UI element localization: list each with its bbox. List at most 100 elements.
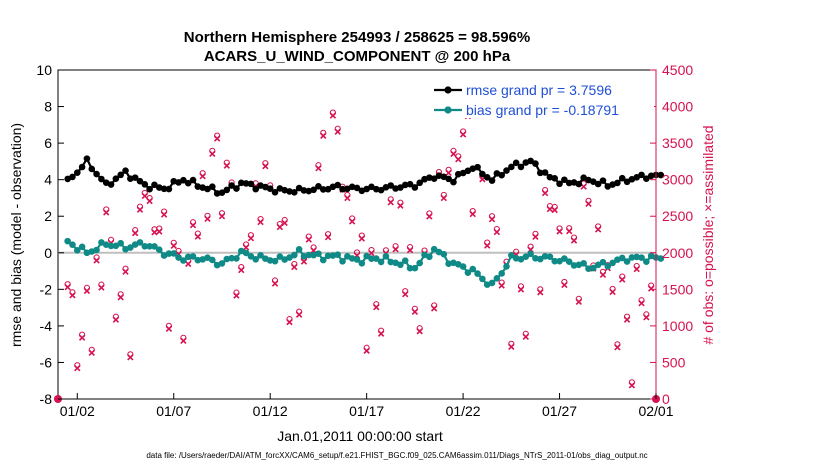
obs-assimilated-marker (180, 337, 187, 344)
obs-assimilated-marker (305, 236, 312, 243)
bias-point (146, 243, 153, 250)
obs-assimilated-marker (69, 292, 76, 299)
obs-assimilated-marker (358, 235, 365, 242)
bias-point (127, 244, 134, 251)
obs-assimilated-marker (556, 228, 563, 235)
obs-assimilated-marker (532, 233, 539, 241)
y-tick-label: -8 (40, 391, 53, 407)
obs-assimilated-marker (204, 215, 211, 223)
obs-assimilated-marker (392, 246, 399, 253)
obs-assimilated-marker (493, 228, 501, 236)
bias-point (590, 264, 597, 272)
y-tick-label: 6 (44, 135, 52, 151)
bias-point (517, 255, 525, 263)
obs-assimilated-marker (517, 286, 525, 293)
rmse-point (131, 174, 139, 181)
y-axis-label: rmse and bias (model - observation) (8, 123, 24, 347)
bias-point (324, 252, 332, 260)
bias-point (78, 243, 86, 251)
bias-point (430, 245, 438, 253)
y-tick-label: 10 (36, 62, 52, 78)
rmse-point (83, 155, 91, 162)
bias-point (498, 270, 505, 277)
obs-assimilated-marker (440, 194, 447, 202)
rmse-point (406, 180, 414, 188)
bias-point (368, 255, 375, 262)
rmse-point (498, 171, 505, 179)
bias-point (247, 253, 255, 260)
bias-point (233, 255, 240, 262)
x-tick-label: 01/02 (60, 403, 95, 419)
plot-area (57, 69, 657, 400)
rmse-point (117, 171, 124, 179)
obs-assimilated-marker (416, 328, 423, 335)
rmse-point (430, 175, 438, 182)
y-tick-label: -4 (40, 318, 53, 334)
rmse-point (551, 175, 559, 182)
bias-point (358, 259, 366, 267)
y2-tick-label: 2500 (662, 208, 693, 224)
obs-assimilated-marker (83, 287, 91, 295)
bias-point (416, 259, 423, 267)
obs-assimilated-marker (223, 162, 230, 169)
rmse-point (353, 184, 361, 192)
rmse-point (575, 180, 583, 188)
rmse-point (565, 179, 573, 187)
bias-point (474, 270, 481, 277)
rmse-series (64, 155, 665, 197)
bias-point (561, 255, 568, 262)
x-axis-ticks: 01/02 01/07 01/12 01/17 01/22 01/27 02/01 (60, 393, 674, 419)
obs-assimilated-marker (74, 365, 81, 372)
bias-point (556, 257, 563, 265)
rmse-point (561, 176, 568, 184)
y-tick-label: -6 (40, 354, 53, 370)
rmse-point (242, 180, 250, 187)
bias-point (291, 251, 298, 259)
obs-assimilated-marker (242, 244, 250, 251)
obs-assimilated-marker (614, 344, 621, 351)
y2-tick-label: 1000 (662, 318, 693, 334)
obs-assimilated-marker (609, 288, 616, 296)
obs-assimilated-marker (64, 284, 71, 291)
x-tick-label: 01/27 (542, 403, 577, 419)
bias-point (339, 258, 346, 265)
obs-assimilated-marker (426, 213, 433, 220)
obs-assimilated-marker (165, 325, 173, 332)
bias-point (218, 260, 226, 267)
legend-bias-marker (444, 106, 452, 114)
obs-assimilated-marker (247, 235, 255, 242)
obs-assimilated-marker (623, 316, 631, 323)
bias-point (295, 246, 303, 253)
obs-assimilated-marker (209, 150, 216, 158)
bias-point (503, 263, 510, 270)
bias-point (334, 251, 342, 258)
rmse-point (237, 179, 245, 187)
rmse-point (416, 179, 423, 187)
obs-assimilated-marker (146, 197, 153, 205)
rmse-point (112, 175, 120, 183)
rmse-point (252, 185, 260, 193)
obs-assimilated-marker (218, 213, 226, 220)
y2-tick-label: 1500 (662, 281, 693, 297)
bias-point (541, 252, 549, 260)
x-tick-label: 01/07 (156, 403, 191, 419)
rmse-point (445, 175, 452, 183)
obs-assimilated-marker (281, 219, 288, 227)
rmse-point (334, 181, 342, 189)
bias-point (112, 242, 120, 250)
bias-point (209, 256, 216, 264)
rmse-point (107, 181, 115, 188)
bias-point (406, 264, 414, 272)
obs-assimilated-marker (373, 304, 380, 311)
bias-point (184, 253, 192, 261)
bias-point (252, 256, 260, 263)
rmse-point (98, 175, 105, 183)
rmse-point (657, 171, 665, 179)
rmse-point (146, 185, 153, 193)
y-tick-label: 0 (44, 245, 52, 261)
bias-point (551, 257, 559, 265)
bias-point (363, 252, 370, 260)
obs-assimilated-marker (570, 237, 578, 244)
obs-assimilated-marker (541, 189, 549, 197)
bias-point (305, 251, 313, 259)
